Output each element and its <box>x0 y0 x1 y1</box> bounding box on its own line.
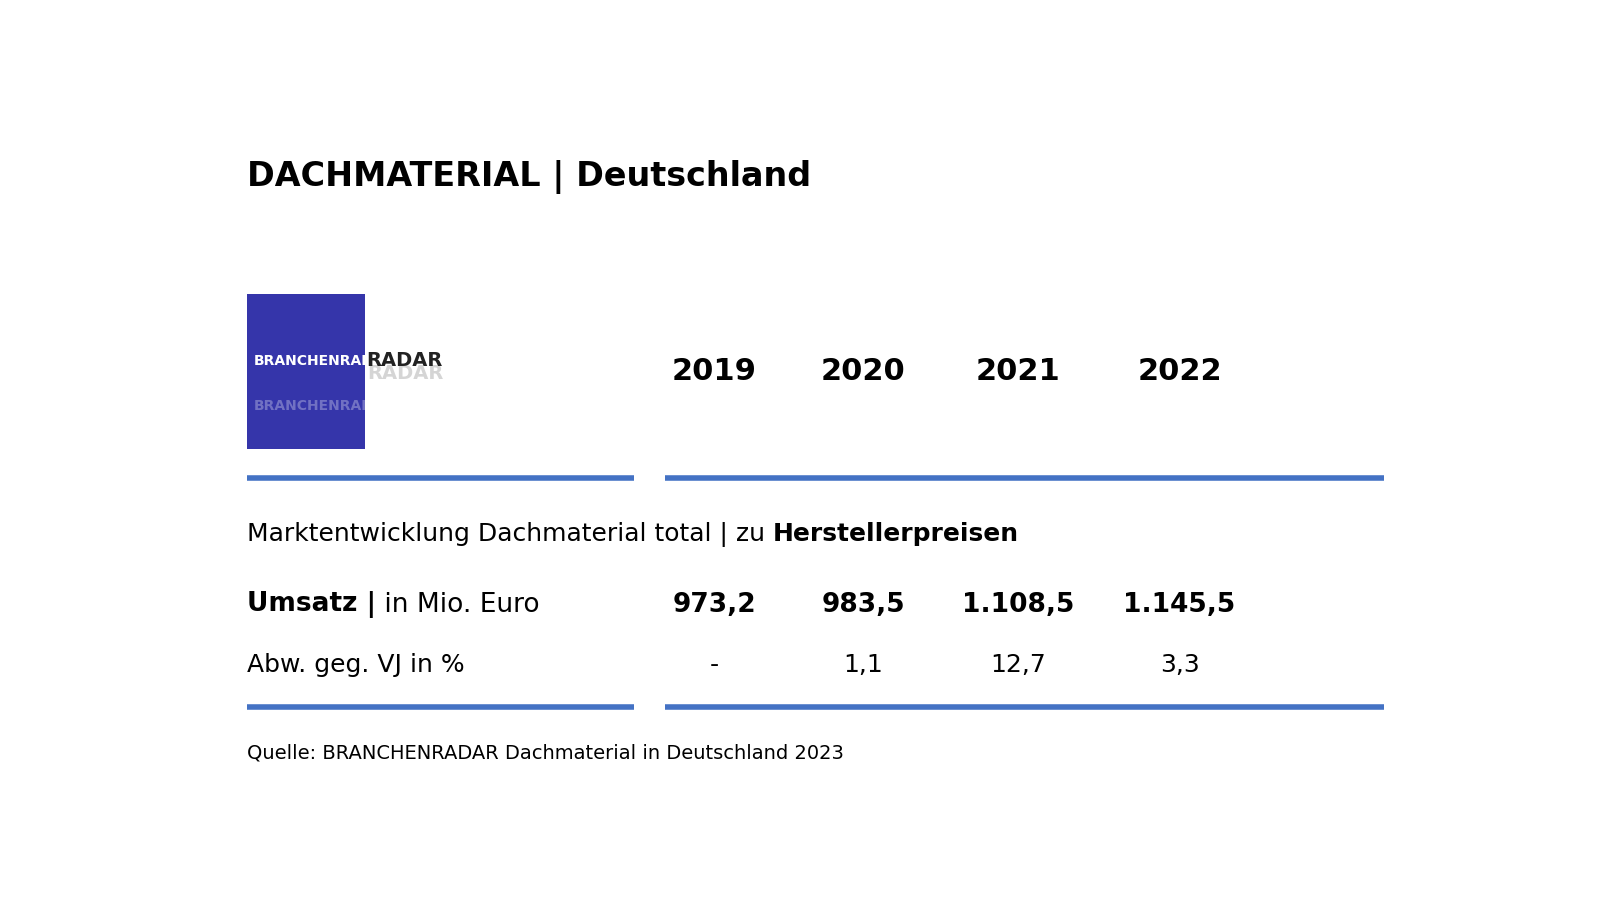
Text: -: - <box>710 653 718 677</box>
Text: 2022: 2022 <box>1138 357 1222 386</box>
Text: Umsatz |: Umsatz | <box>246 591 376 619</box>
Text: RADAR: RADAR <box>368 364 443 383</box>
Text: 1.145,5: 1.145,5 <box>1123 592 1235 618</box>
FancyBboxPatch shape <box>246 294 365 450</box>
Text: Quelle: BRANCHENRADAR Dachmaterial in Deutschland 2023: Quelle: BRANCHENRADAR Dachmaterial in De… <box>246 744 843 763</box>
Text: Abw. geg. VJ in %: Abw. geg. VJ in % <box>246 653 464 677</box>
Text: RADAR: RADAR <box>366 352 443 370</box>
Text: in Mio. Euro: in Mio. Euro <box>376 592 539 618</box>
Text: Herstellerpreisen: Herstellerpreisen <box>773 522 1019 546</box>
Text: 2021: 2021 <box>976 357 1061 386</box>
Text: Marktentwicklung Dachmaterial total | zu: Marktentwicklung Dachmaterial total | zu <box>246 521 773 547</box>
Text: 2019: 2019 <box>672 357 757 386</box>
Text: BRANCHENRADAR: BRANCHENRADAR <box>253 353 395 368</box>
Text: DACHMATERIAL | Deutschland: DACHMATERIAL | Deutschland <box>246 160 811 194</box>
Text: 983,5: 983,5 <box>821 592 906 618</box>
Text: 2020: 2020 <box>821 357 906 386</box>
Text: 973,2: 973,2 <box>672 592 757 618</box>
Text: 1.108,5: 1.108,5 <box>962 592 1075 618</box>
Text: 1,1: 1,1 <box>843 653 883 677</box>
Text: BRANCHENRADAR: BRANCHENRADAR <box>253 399 395 413</box>
Text: 3,3: 3,3 <box>1160 653 1200 677</box>
Text: 12,7: 12,7 <box>990 653 1046 677</box>
